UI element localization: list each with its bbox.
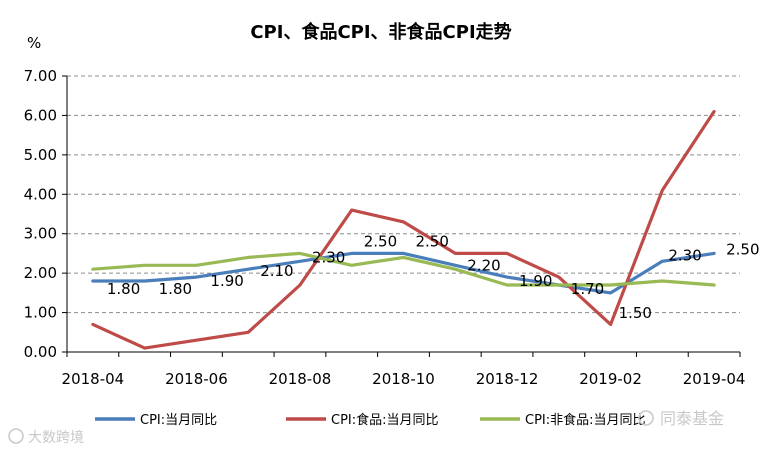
data-label: 1.50 xyxy=(619,304,652,322)
data-label: 2.50 xyxy=(726,240,759,258)
watermark-dashu: 大数跨境 xyxy=(28,430,84,446)
y-tick-label: 1.00 xyxy=(24,304,57,322)
wechat-icon xyxy=(638,410,654,426)
y-tick-label: 4.00 xyxy=(24,185,57,203)
legend-label-1: CPI:食品:当月同比 xyxy=(331,412,439,428)
data-label: 1.80 xyxy=(159,280,192,298)
y-tick-label: 2.00 xyxy=(24,264,57,282)
data-label: 2.30 xyxy=(668,246,701,264)
data-label: 1.80 xyxy=(107,280,140,298)
x-tick-label: 2018-08 xyxy=(269,370,332,388)
data-label: 1.90 xyxy=(519,272,552,290)
legend-label-2: CPI:非食品:当月同比 xyxy=(525,412,646,428)
y-tick-label: 0.00 xyxy=(24,343,57,361)
legend: CPI:当月同比 CPI:食品:当月同比 CPI:非食品:当月同比 xyxy=(95,412,646,428)
x-tick-label: 2018-06 xyxy=(165,370,228,388)
x-tick-label: 2018-04 xyxy=(62,370,125,388)
logo-icon xyxy=(8,428,24,444)
chart-title: CPI、食品CPI、非食品CPI走势 xyxy=(250,21,511,43)
watermark-tongtai: 同泰基金 xyxy=(660,409,724,428)
x-tick-label: 2019-02 xyxy=(579,370,642,388)
legend-label-0: CPI:当月同比 xyxy=(140,413,217,428)
x-tick-label: 2018-12 xyxy=(476,370,539,388)
data-label: 2.30 xyxy=(312,248,345,266)
series-line-1 xyxy=(91,109,716,350)
data-labels: 1.80 1.80 1.90 2.10 2.30 2.50 2.50 2.20 1.90 1.70… xyxy=(107,232,760,321)
x-axis: 2018-04 2018-06 2018-08 2018-10 2018-12 2019-… xyxy=(62,76,746,388)
series-line-2 xyxy=(91,251,716,287)
data-label: 2.50 xyxy=(364,232,397,250)
series-line-0 xyxy=(91,251,716,295)
data-label: 1.70 xyxy=(571,280,604,298)
y-tick-label: 7.00 xyxy=(24,67,57,85)
y-tick-label: 5.00 xyxy=(24,146,57,164)
y-axis-unit: % xyxy=(27,34,41,52)
y-tick-label: 6.00 xyxy=(24,106,57,124)
series-lines xyxy=(91,109,716,350)
y-tick-label: 3.00 xyxy=(24,225,57,243)
x-tick-label: 2018-10 xyxy=(372,370,435,388)
watermark-left: 大数跨境 xyxy=(8,428,84,446)
watermark-right: 同泰基金 xyxy=(638,409,724,428)
data-label: 2.10 xyxy=(260,262,293,280)
x-tick-label: 2019-04 xyxy=(683,370,746,388)
data-label: 2.20 xyxy=(467,256,500,274)
grid xyxy=(67,75,740,314)
y-axis-ticks: 0.00 1.00 2.00 3.00 4.00 5.00 6.00 7.00 xyxy=(24,67,67,361)
data-label: 2.50 xyxy=(416,232,449,250)
data-label: 1.90 xyxy=(210,272,243,290)
